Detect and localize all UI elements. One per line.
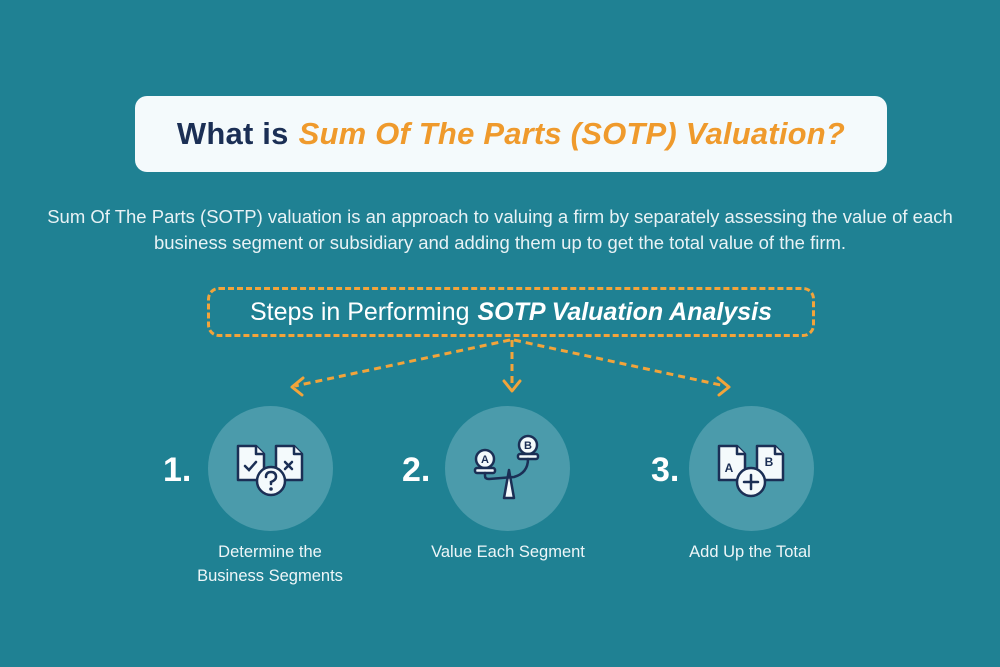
step-2-number: 2. — [402, 451, 431, 489]
balance-scale-ab-icon: A B — [473, 434, 540, 500]
step-3-label-line1: Add Up the Total — [689, 543, 811, 561]
step-1-label-line1: Determine the — [218, 543, 322, 561]
steps-header-plain: Steps in Performing — [249, 297, 470, 326]
step-1-label: Determine the Business Segments — [160, 540, 380, 588]
steps-header-bold: SOTP Valuation Analysis — [477, 297, 773, 326]
arrow-down-icon — [502, 379, 522, 393]
svg-text:A: A — [481, 454, 489, 466]
step-1-label-line2: Business Segments — [197, 567, 343, 585]
step-2-label-line1: Value Each Segment — [431, 543, 585, 561]
arrow-left-icon — [290, 376, 305, 397]
step-2-label: Value Each Segment — [398, 540, 618, 564]
documents-plus-icon: A B — [717, 444, 785, 498]
title-card: What is Sum Of The Parts (SOTP) Valuatio… — [135, 96, 887, 172]
svg-text:B: B — [765, 455, 774, 469]
step-1-number: 1. — [163, 451, 192, 489]
description-text: Sum Of The Parts (SOTP) valuation is an … — [47, 206, 953, 253]
step-2-circle: A B — [445, 406, 570, 531]
step-3-number: 3. — [651, 451, 680, 489]
step-3-circle: A B — [689, 406, 814, 531]
title-accent: Sum Of The Parts (SOTP) Valuation? — [298, 116, 846, 151]
svg-text:B: B — [524, 440, 532, 452]
steps-header-box: Steps in Performing SOTP Valuation Analy… — [207, 287, 815, 337]
step-1-circle — [208, 406, 333, 531]
arrow-right-icon — [716, 376, 731, 397]
documents-question-icon — [236, 444, 304, 497]
title-lead: What is — [176, 116, 289, 151]
step-3-label: Add Up the Total — [640, 540, 860, 564]
svg-text:A: A — [725, 461, 734, 475]
